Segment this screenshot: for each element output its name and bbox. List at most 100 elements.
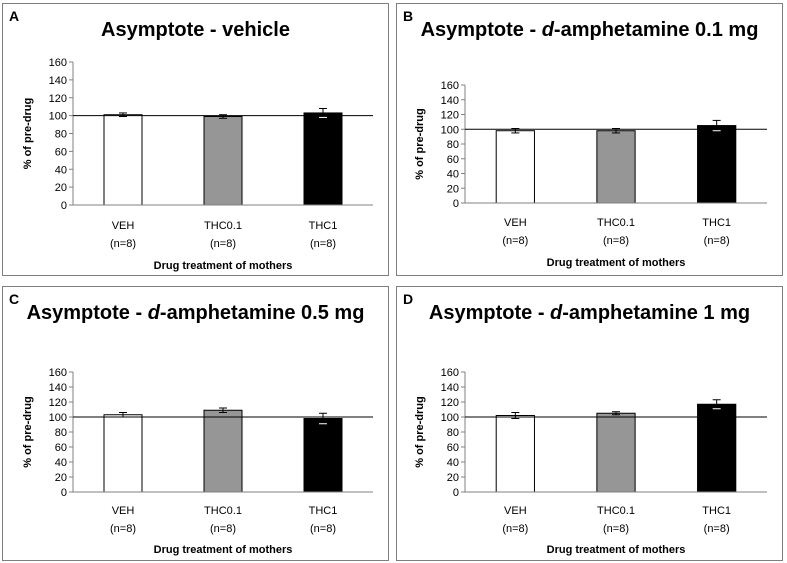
chart-panel-a: A Asymptote - vehicle 0 20 40 60 80 100 120 140… — [2, 3, 389, 276]
y-tick-label: 0 — [453, 487, 459, 499]
title-prefix: Asymptote - — [428, 302, 551, 324]
x-tick-label: THC0.1 — [204, 220, 242, 232]
y-tick-label: 120 — [49, 93, 67, 105]
title-italic: d — [541, 19, 554, 41]
y-tick-label: 160 — [49, 57, 67, 69]
title-suffix: vehicle — [222, 19, 290, 41]
y-tick-label: 20 — [447, 183, 459, 195]
title-prefix: Asymptote - — [101, 19, 223, 41]
y-tick-label: 140 — [49, 75, 67, 87]
x-axis-label: Drug treatment of mothers — [154, 260, 293, 272]
chart-title: Asymptote - d-amphetamine 0.1 mg — [397, 19, 782, 42]
x-axis-label: Drug treatment of mothers — [547, 257, 686, 269]
title-suffix: -amphetamine 1 mg — [562, 302, 751, 324]
title-prefix: Asymptote - — [26, 302, 148, 324]
y-tick-label: 100 — [49, 111, 67, 123]
y-tick-label: 80 — [55, 427, 67, 439]
bar-chart: 0 20 40 60 80 100 120 140 160 % of pre-drug VEH (n=… — [22, 57, 373, 272]
title-suffix: -amphetamine 0.5 mg — [159, 302, 365, 324]
y-tick-label: 120 — [441, 397, 459, 409]
bar-chart: 0 20 40 60 80 100 120 140 160 % of pre-drug VEH (n=… — [414, 367, 767, 556]
chart-title: Asymptote - d-amphetamine 1 mg — [397, 302, 782, 325]
bar — [303, 418, 343, 493]
x-tick-label: THC0.1 — [597, 505, 635, 517]
chart-title: Asymptote - d-amphetamine 0.5 mg — [3, 302, 388, 325]
y-tick-label: 160 — [441, 367, 459, 379]
title-prefix: Asymptote - — [420, 19, 542, 41]
x-tick-label: VEH — [112, 220, 135, 232]
y-tick-label: 60 — [447, 442, 459, 454]
y-tick-label: 120 — [441, 110, 459, 122]
y-tick-label: 20 — [447, 472, 459, 484]
bar — [495, 415, 535, 493]
chart-title: Asymptote - vehicle — [3, 19, 388, 42]
x-tick-label: VEH — [504, 505, 527, 517]
y-tick-label: 40 — [447, 457, 459, 469]
y-tick-label: 80 — [447, 139, 459, 151]
x-tick-label: THC1 — [309, 505, 338, 517]
panel-label: C — [9, 291, 20, 307]
y-tick-label: 20 — [55, 182, 67, 194]
bar — [103, 414, 143, 493]
x-tick-label: THC1 — [702, 505, 731, 517]
y-tick-label: 0 — [61, 487, 67, 499]
x-tick-sublabel: (n=8) — [110, 523, 136, 535]
x-tick-sublabel: (n=8) — [502, 235, 528, 247]
y-axis-label: % of pre-drug — [22, 396, 34, 468]
x-axis-label: Drug treatment of mothers — [154, 544, 293, 556]
panel-label: A — [9, 8, 20, 24]
x-tick-sublabel: (n=8) — [310, 238, 336, 250]
y-tick-label: 100 — [49, 412, 67, 424]
chart-panel-d: D Asymptote - d-amphetamine 1 mg 0 20 40 60… — [396, 286, 783, 561]
bar-chart: 0 20 40 60 80 100 120 140 160 % of pre-drug VEH (n=… — [414, 80, 767, 269]
x-tick-sublabel: (n=8) — [704, 235, 730, 247]
bar-chart: 0 20 40 60 80 100 120 140 160 % of pre-drug VEH (n=… — [22, 367, 373, 556]
x-tick-label: VEH — [504, 217, 527, 229]
bar — [203, 409, 243, 493]
bar — [596, 412, 636, 493]
y-tick-label: 120 — [49, 397, 67, 409]
y-tick-label: 40 — [447, 169, 459, 181]
y-tick-label: 140 — [441, 95, 459, 107]
y-axis-label: % of pre-drug — [22, 98, 34, 170]
x-tick-label: THC1 — [702, 217, 731, 229]
y-axis-label: % of pre-drug — [414, 396, 426, 468]
x-tick-sublabel: (n=8) — [210, 523, 236, 535]
y-tick-label: 140 — [49, 382, 67, 394]
bar — [203, 116, 243, 206]
x-tick-label: THC0.1 — [597, 217, 635, 229]
x-tick-sublabel: (n=8) — [502, 523, 528, 535]
y-tick-label: 0 — [61, 200, 67, 212]
y-tick-label: 60 — [447, 154, 459, 166]
bar — [495, 130, 535, 204]
y-tick-label: 160 — [441, 80, 459, 92]
x-axis-label: Drug treatment of mothers — [547, 544, 686, 556]
x-tick-sublabel: (n=8) — [110, 238, 136, 250]
bar — [303, 112, 343, 206]
x-tick-sublabel: (n=8) — [310, 523, 336, 535]
x-tick-sublabel: (n=8) — [603, 235, 629, 247]
title-italic: d — [147, 302, 160, 324]
bar — [697, 125, 737, 204]
y-tick-label: 100 — [441, 124, 459, 136]
y-tick-label: 80 — [447, 427, 459, 439]
y-tick-label: 80 — [55, 129, 67, 141]
y-tick-label: 20 — [55, 472, 67, 484]
bar — [103, 114, 143, 206]
x-tick-sublabel: (n=8) — [603, 523, 629, 535]
y-tick-label: 60 — [55, 442, 67, 454]
y-tick-label: 100 — [441, 412, 459, 424]
x-tick-label: VEH — [112, 505, 135, 517]
y-tick-label: 60 — [55, 146, 67, 158]
y-tick-label: 160 — [49, 367, 67, 379]
x-tick-label: THC1 — [309, 220, 338, 232]
panel-label: B — [403, 8, 414, 24]
x-tick-sublabel: (n=8) — [210, 238, 236, 250]
panel-label: D — [403, 291, 414, 307]
chart-panel-b: B Asymptote - d-amphetamine 0.1 mg 0 20 40… — [396, 3, 783, 276]
y-tick-label: 0 — [453, 198, 459, 210]
y-axis-label: % of pre-drug — [414, 108, 426, 180]
y-tick-label: 40 — [55, 164, 67, 176]
y-tick-label: 40 — [55, 457, 67, 469]
x-tick-label: THC0.1 — [204, 505, 242, 517]
